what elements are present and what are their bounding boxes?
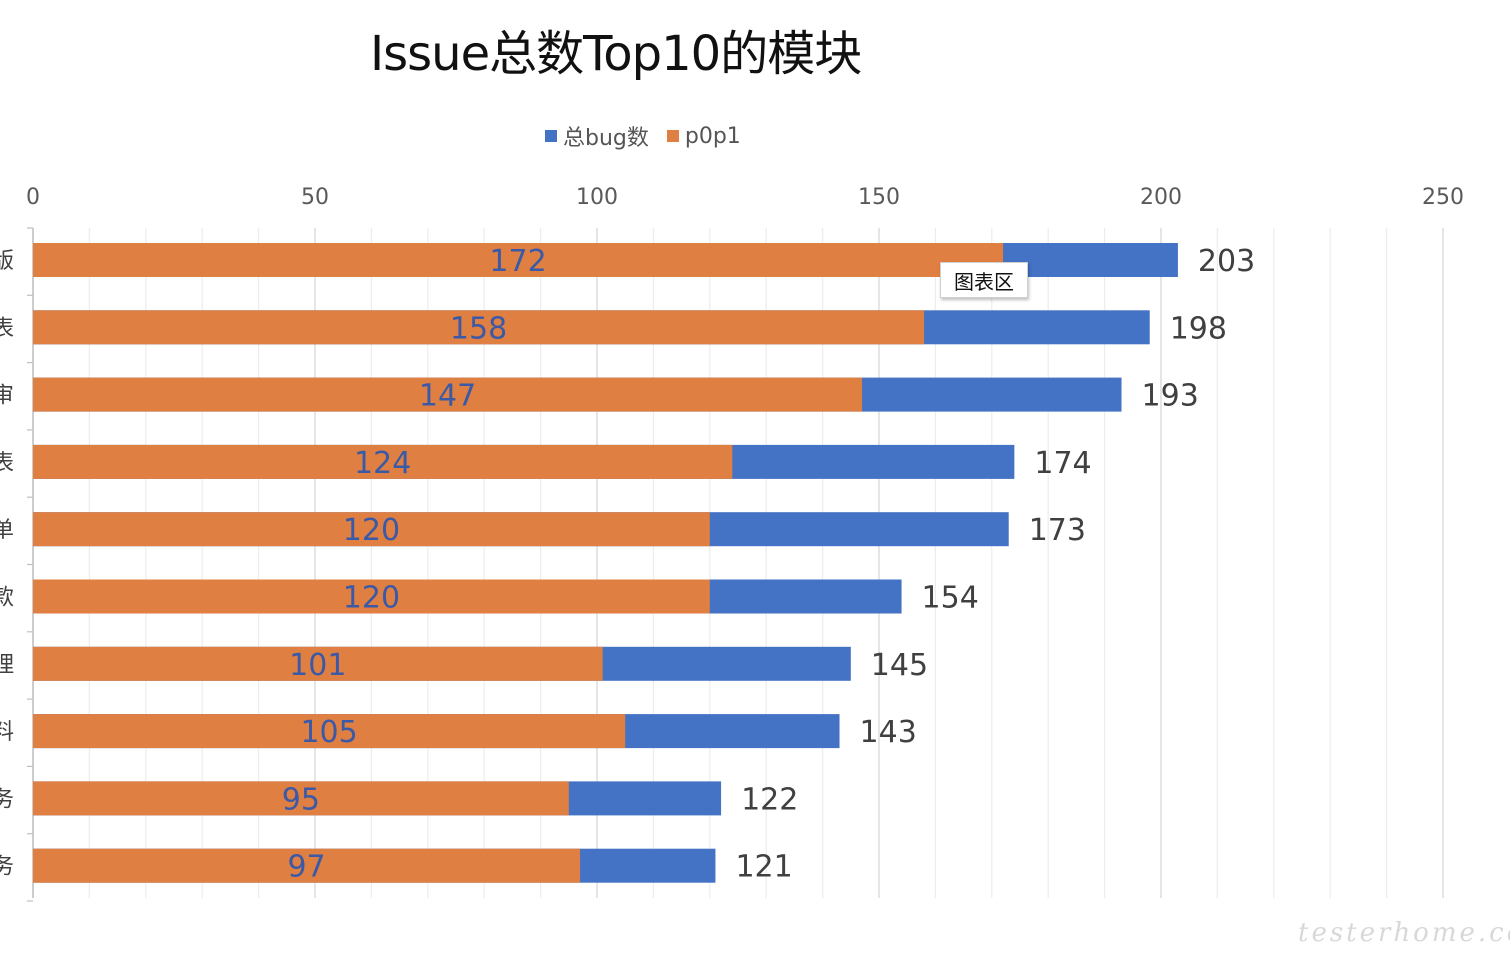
category-label: 版 (0, 249, 14, 274)
category-label: 务 (0, 855, 14, 880)
legend-swatch-total (545, 130, 557, 142)
data-label-p0p1: 97 (287, 850, 325, 885)
legend-label-total: 总bug数 (563, 126, 649, 151)
data-label-total: 145 (871, 648, 928, 683)
x-tick-label: 100 (576, 185, 618, 210)
bar-p0p1 (33, 848, 581, 883)
x-tick-label: 50 (301, 185, 329, 210)
data-label-p0p1: 95 (282, 782, 320, 817)
data-label-total: 174 (1034, 446, 1091, 481)
data-label-p0p1: 120 (343, 581, 400, 616)
legend: 总bug数 p0p1 (545, 120, 759, 152)
data-label-total: 198 (1170, 311, 1227, 346)
x-tick-label: 150 (858, 185, 900, 210)
category-label: 表 (0, 451, 14, 476)
bar-p0p1 (33, 444, 733, 479)
data-label-total: 193 (1142, 379, 1199, 414)
bar-p0p1 (33, 714, 626, 749)
bar-p0p1 (33, 781, 569, 816)
bar-p0p1 (33, 310, 925, 345)
data-label-total: 203 (1198, 244, 1255, 279)
watermark: testerhome.com (1298, 918, 1510, 948)
x-tick-label: 0 (26, 185, 40, 210)
data-label-p0p1: 172 (489, 244, 546, 279)
data-label-total: 122 (741, 782, 798, 817)
category-label: 审 (0, 384, 14, 409)
data-label-p0p1: 158 (450, 311, 507, 346)
category-label: 料 (0, 720, 14, 745)
bar-p0p1 (33, 646, 603, 681)
bar-p0p1 (33, 579, 710, 614)
chart-area-tooltip: 图表区 (940, 262, 1028, 298)
data-label-p0p1: 120 (343, 513, 400, 548)
data-label-p0p1: 124 (354, 446, 411, 481)
x-tick-label: 200 (1140, 185, 1182, 210)
bar-p0p1 (33, 243, 1004, 277)
chart-title: Issue总数Top10的模块 (370, 26, 862, 82)
data-label-p0p1: 105 (300, 715, 357, 750)
data-label-total: 173 (1029, 513, 1086, 548)
data-label-p0p1: 101 (289, 648, 346, 683)
data-label-p0p1: 147 (419, 379, 476, 414)
bar-p0p1 (33, 512, 710, 547)
data-label-total: 154 (922, 581, 979, 616)
legend-item-total: 总bug数 (545, 120, 649, 152)
data-label-total: 121 (735, 850, 792, 885)
legend-item-p0p1: p0p1 (666, 123, 741, 149)
x-tick-label: 250 (1422, 185, 1464, 210)
legend-label-p0p1: p0p1 (684, 123, 741, 149)
data-label-total: 143 (860, 715, 917, 750)
category-label: 款 (0, 586, 14, 611)
bar-p0p1 (33, 377, 863, 412)
category-label: 表 (0, 316, 14, 341)
legend-swatch-p0p1 (666, 130, 679, 142)
category-label: 单 (0, 518, 14, 543)
category-label: 务 (0, 787, 14, 812)
category-label: 理 (0, 653, 14, 678)
